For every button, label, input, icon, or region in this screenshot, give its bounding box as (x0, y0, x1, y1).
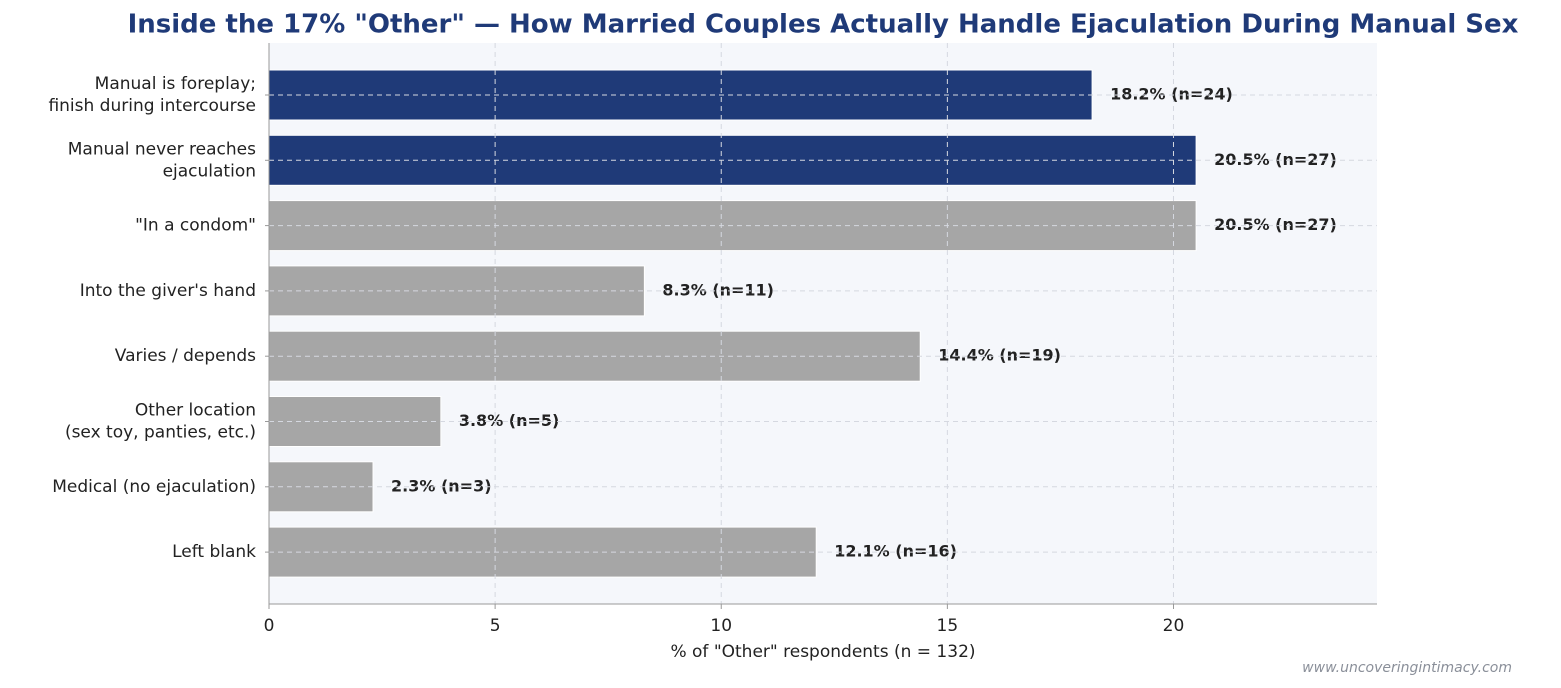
x-tick-label: 0 (264, 616, 275, 636)
chart-title: Inside the 17% "Other" — How Married Cou… (128, 10, 1519, 40)
value-label: 14.4% (n=19) (938, 346, 1061, 365)
x-tick-label: 5 (490, 616, 501, 636)
value-label: 20.5% (n=27) (1214, 215, 1337, 234)
y-tick-label: Varies / depends (115, 346, 256, 366)
y-tick-label: Medical (no ejaculation) (52, 477, 256, 497)
bar (268, 461, 374, 513)
y-tick-label: Manual is foreplay; finish during interco… (48, 74, 256, 116)
value-label: 20.5% (n=27) (1214, 150, 1337, 169)
value-label: 8.3% (n=11) (662, 280, 774, 299)
watermark: www.uncoveringintimacy.com (1302, 660, 1512, 676)
x-tick-label: 10 (710, 616, 732, 636)
y-tick-label: Into the giver's hand (80, 281, 256, 301)
value-label: 12.1% (n=16) (834, 542, 957, 561)
bar (268, 69, 1093, 121)
x-tick-label: 20 (1163, 616, 1185, 636)
y-tick-label: Manual never reaches ejaculation (68, 139, 256, 181)
plot-area (269, 43, 1377, 604)
x-tick-label: 15 (937, 616, 959, 636)
y-tick-label: Left blank (172, 542, 256, 562)
x-axis-label: % of "Other" respondents (n = 132) (670, 642, 975, 662)
value-label: 3.8% (n=5) (459, 411, 559, 430)
y-tick-label: Other location (sex toy, panties, etc.) (65, 401, 256, 443)
value-label: 18.2% (n=24) (1110, 85, 1233, 104)
bar (268, 265, 645, 317)
value-label: 2.3% (n=3) (391, 476, 492, 495)
y-tick-label: "In a condom" (135, 216, 256, 236)
